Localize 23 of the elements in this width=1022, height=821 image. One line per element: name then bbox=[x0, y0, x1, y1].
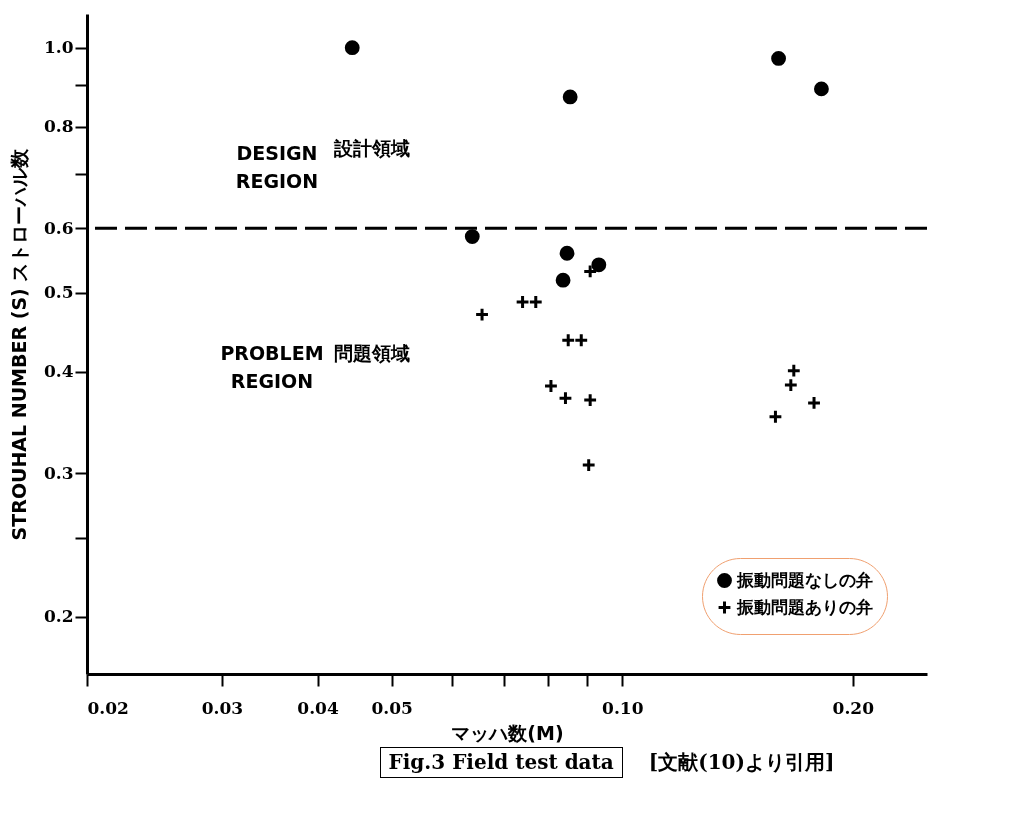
text: [文献(10)より引用] bbox=[647, 749, 836, 776]
y-tick-label: 0.8 bbox=[43, 116, 74, 137]
x-tick-label: 0.10 bbox=[602, 697, 644, 718]
annotation: PROBLEM REGION bbox=[220, 342, 324, 392]
y-tick-label: 1.0 bbox=[43, 37, 74, 58]
x-axis-title: マッハ数(M) bbox=[451, 721, 564, 744]
legend-label: 振動問題ありの弁 bbox=[736, 596, 873, 617]
annotation: 設計領域 bbox=[333, 137, 410, 159]
x-tick-label: 0.05 bbox=[371, 697, 413, 718]
y-tick-label: 0.3 bbox=[43, 462, 74, 483]
y-tick-label: 0.6 bbox=[43, 217, 74, 238]
x-tick-label: 0.03 bbox=[201, 697, 244, 718]
x-tick-label: 0.20 bbox=[832, 697, 875, 718]
annotation: 問題領域 bbox=[334, 342, 410, 364]
y-tick-label: 0.4 bbox=[43, 361, 74, 382]
y-axis-title: STROUHAL NUMBER (S) ストローハル数 bbox=[7, 147, 30, 541]
annotation: DESIGN REGION bbox=[235, 142, 319, 192]
y-tick-label: 0.2 bbox=[43, 606, 74, 627]
legend-label: 振動問題なしの弁 bbox=[736, 569, 873, 590]
x-tick-label: 0.02 bbox=[87, 697, 129, 718]
y-tick-label: 0.5 bbox=[43, 282, 74, 303]
caption: Fig.3 Field test data bbox=[379, 747, 623, 778]
x-tick-label: 0.04 bbox=[297, 697, 339, 718]
